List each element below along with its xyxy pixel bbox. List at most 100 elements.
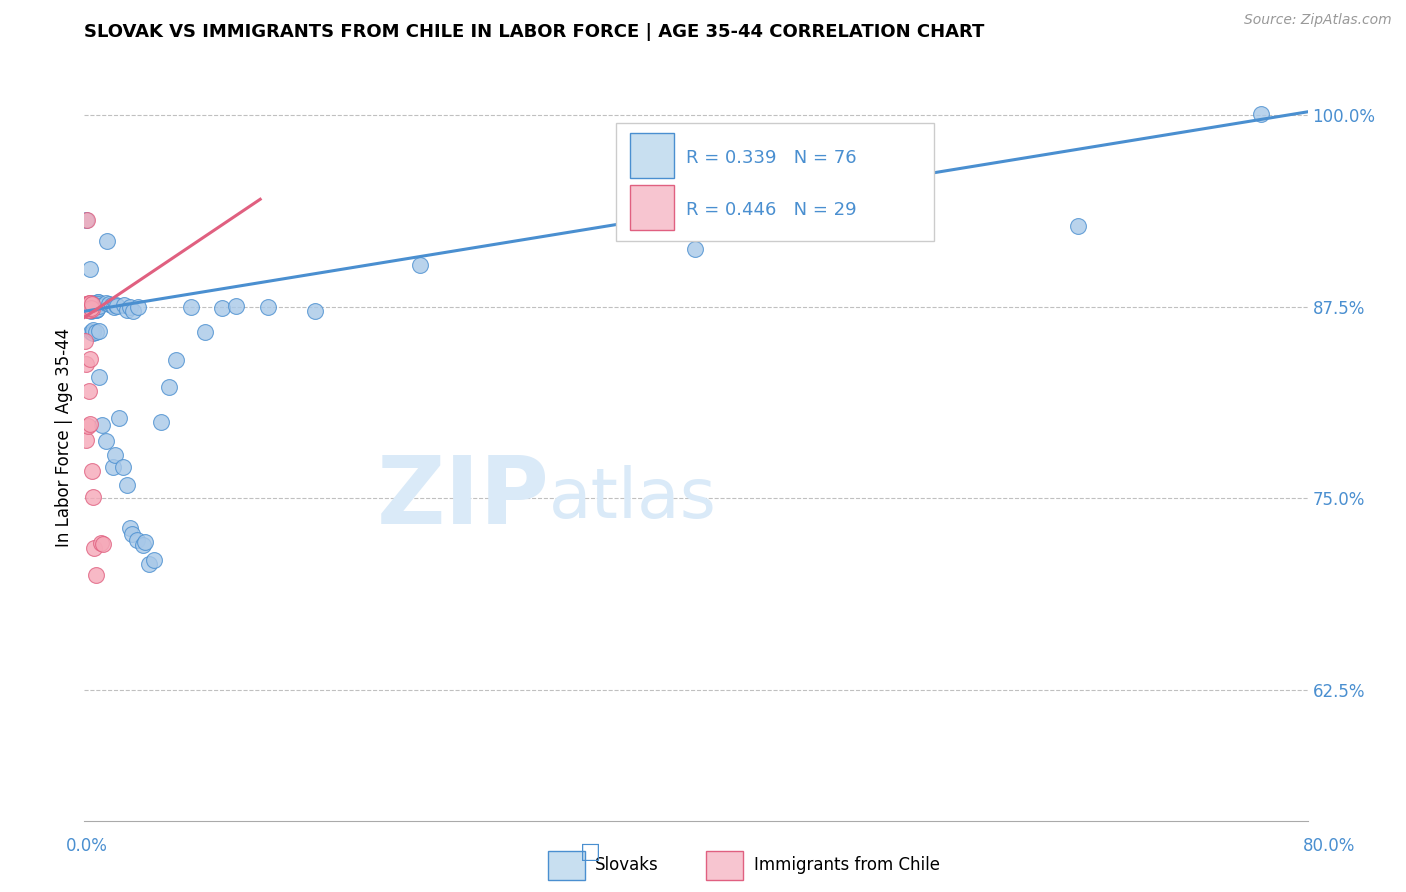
Point xyxy=(75,298,97,312)
Point xyxy=(80,464,103,478)
Point xyxy=(115,303,138,318)
Point xyxy=(84,298,107,312)
Point xyxy=(90,417,112,432)
Point xyxy=(98,297,121,311)
Y-axis label: In Labor Force | Age 35-44: In Labor Force | Age 35-44 xyxy=(55,327,73,547)
Point xyxy=(75,213,97,227)
Point xyxy=(80,304,103,318)
Point xyxy=(80,302,103,317)
Point xyxy=(75,301,97,315)
Point xyxy=(75,334,97,348)
Point xyxy=(83,541,105,555)
Point xyxy=(87,325,110,339)
Point xyxy=(121,526,143,541)
Point xyxy=(82,490,104,504)
Point xyxy=(75,434,97,448)
Point xyxy=(79,302,101,317)
Point xyxy=(87,370,110,384)
Text: 80.0%: 80.0% xyxy=(1302,837,1355,855)
Point xyxy=(84,303,107,318)
Point xyxy=(75,297,97,311)
Point xyxy=(75,357,97,371)
Point xyxy=(82,323,104,337)
Point xyxy=(80,300,103,314)
Point xyxy=(1066,219,1088,233)
Point xyxy=(79,261,101,276)
Point xyxy=(77,302,100,317)
Point xyxy=(104,298,127,312)
Point xyxy=(83,301,105,316)
Point xyxy=(82,302,104,317)
Point xyxy=(82,302,104,317)
Point xyxy=(138,557,160,571)
Point xyxy=(143,553,166,567)
Point xyxy=(103,301,125,315)
Point xyxy=(76,298,98,312)
Text: Source: ZipAtlas.com: Source: ZipAtlas.com xyxy=(1244,13,1392,28)
Point xyxy=(100,298,122,312)
Point xyxy=(107,410,129,425)
Point xyxy=(304,304,326,318)
Point xyxy=(96,296,118,310)
Point xyxy=(83,301,105,315)
Text: R = 0.446   N = 29: R = 0.446 N = 29 xyxy=(686,201,856,219)
FancyBboxPatch shape xyxy=(630,133,673,178)
Point xyxy=(76,301,98,315)
Text: SLOVAK VS IMMIGRANTS FROM CHILE IN LABOR FORCE | AGE 35-44 CORRELATION CHART: SLOVAK VS IMMIGRANTS FROM CHILE IN LABOR… xyxy=(84,23,984,41)
Point xyxy=(87,295,110,310)
Point xyxy=(77,297,100,311)
Point xyxy=(82,326,104,341)
Point xyxy=(180,300,202,314)
FancyBboxPatch shape xyxy=(616,122,935,242)
Point xyxy=(77,296,100,310)
FancyBboxPatch shape xyxy=(548,851,585,880)
Point xyxy=(82,298,104,312)
Text: □: □ xyxy=(581,842,600,862)
Text: R = 0.339   N = 76: R = 0.339 N = 76 xyxy=(686,149,856,167)
Point xyxy=(80,325,103,339)
Point xyxy=(120,521,142,535)
Text: ZIP: ZIP xyxy=(377,452,550,544)
Point xyxy=(84,303,107,318)
Point xyxy=(112,298,135,312)
Point xyxy=(683,243,706,257)
Point xyxy=(115,477,138,491)
Point xyxy=(225,300,247,314)
Point xyxy=(75,299,97,313)
FancyBboxPatch shape xyxy=(706,851,744,880)
Point xyxy=(150,415,173,429)
Point xyxy=(409,258,432,272)
Point xyxy=(125,533,148,548)
Point xyxy=(79,297,101,311)
Point xyxy=(80,297,103,311)
Point xyxy=(86,301,108,316)
Point xyxy=(112,460,135,475)
Point xyxy=(107,299,129,313)
Point xyxy=(82,300,104,314)
Point xyxy=(84,568,107,582)
Point xyxy=(84,301,107,315)
Point xyxy=(127,300,149,314)
Point xyxy=(82,300,104,314)
Point xyxy=(76,301,98,316)
Point xyxy=(77,298,100,312)
Point xyxy=(79,298,101,312)
Point xyxy=(165,352,187,367)
Point xyxy=(87,298,110,312)
Point xyxy=(87,295,110,310)
Point xyxy=(73,301,96,316)
Point xyxy=(87,296,110,310)
Point xyxy=(80,296,103,310)
Point xyxy=(75,301,97,316)
Point xyxy=(194,325,217,339)
Text: 0.0%: 0.0% xyxy=(66,837,108,855)
Point xyxy=(79,303,101,318)
Point xyxy=(76,303,98,318)
Text: Immigrants from Chile: Immigrants from Chile xyxy=(754,856,939,874)
FancyBboxPatch shape xyxy=(630,185,673,230)
Point xyxy=(256,300,278,314)
Point xyxy=(87,299,110,313)
Point xyxy=(104,449,127,463)
Point xyxy=(94,434,117,448)
Point xyxy=(79,302,101,317)
